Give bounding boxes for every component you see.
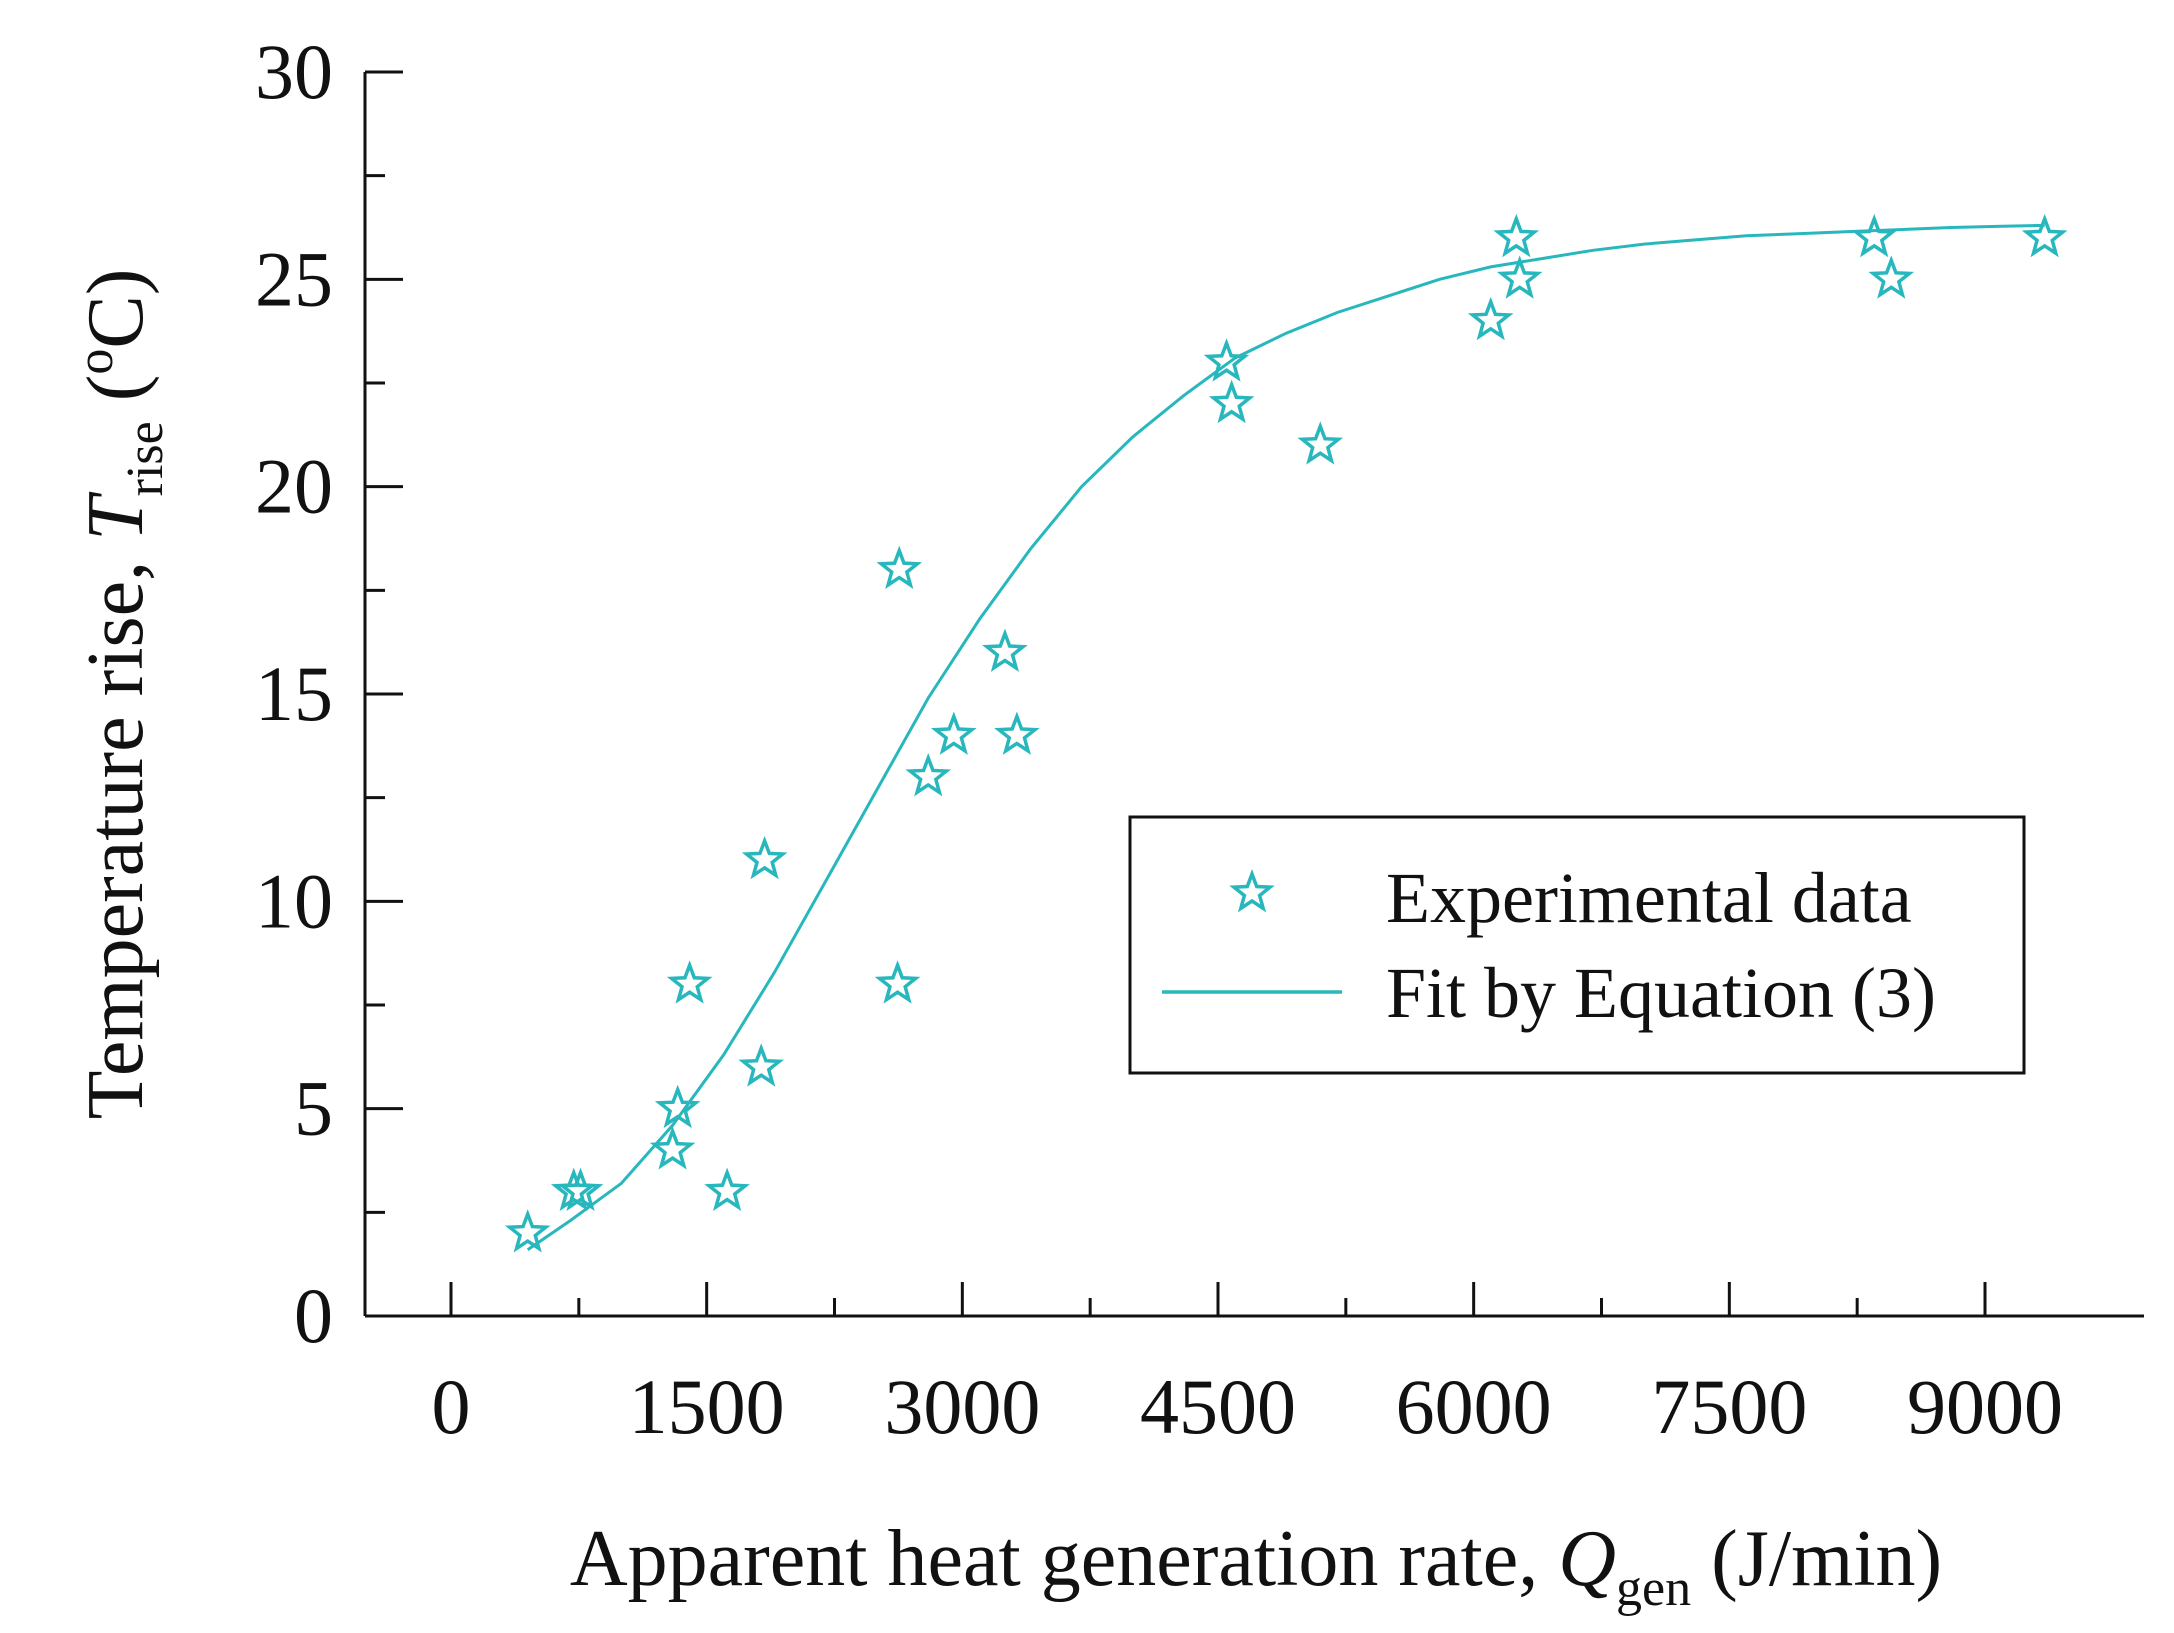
y-tick-label: 5 (294, 1065, 333, 1152)
data-point-star (741, 835, 788, 880)
y-tick-label: 25 (255, 235, 333, 322)
data-point-star (1203, 338, 1250, 382)
x-tick-label: 3000 (884, 1363, 1040, 1450)
data-point-star (874, 960, 921, 1004)
x-axis-title: Apparent heat generation rate, Qgen (J/m… (570, 1515, 1942, 1617)
data-point-star (1208, 379, 1255, 424)
fit-curve (526, 223, 2045, 1251)
data-point-star (704, 1167, 750, 1211)
x-tick-label: 0 (432, 1363, 471, 1450)
y-tick-label: 30 (255, 28, 333, 115)
x-tick-label: 1500 (629, 1363, 785, 1450)
x-tick-label: 9000 (1907, 1363, 2063, 1450)
y-axis-title: Temperature rise, Trise (oC) (67, 269, 174, 1120)
legend-label-fit: Fit by Equation (3) (1386, 953, 1936, 1033)
x-tick-label: 7500 (1651, 1363, 1807, 1450)
data-point-star (905, 752, 952, 797)
data-point-star (649, 1126, 696, 1170)
data-point-star (1868, 255, 1915, 299)
data-point-star (982, 628, 1028, 672)
legend: Experimental data Fit by Equation (3) (1128, 815, 2026, 1075)
x-ticks: 0 1500 3000 4500 6000 7500 9000 (432, 1282, 2063, 1450)
data-point-star (666, 960, 713, 1004)
data-point-star (557, 1167, 604, 1211)
data-point-star (1493, 213, 1540, 258)
y-tick-label: 0 (294, 1272, 333, 1359)
plot-marks (504, 213, 2068, 1253)
data-point-star (1467, 296, 1514, 341)
data-point-star (931, 711, 977, 755)
data-point-star (504, 1209, 551, 1253)
legend-star-marker (1229, 869, 1275, 913)
data-point-star (738, 1043, 785, 1087)
y-tick-label: 15 (255, 650, 333, 737)
y-tick-label: 20 (255, 443, 333, 530)
y-tick-label: 10 (255, 857, 333, 944)
y-ticks: 0 5 10 15 20 25 30 (255, 28, 403, 1359)
data-point-star (1851, 213, 1898, 258)
data-point-star (1297, 421, 1344, 465)
data-point-star (876, 545, 923, 589)
data-point-star (2021, 213, 2068, 258)
data-point-star (1496, 255, 1543, 299)
data-point-star (654, 1084, 701, 1129)
x-tick-label: 4500 (1140, 1363, 1296, 1450)
legend-box (1128, 815, 2026, 1075)
legend-label-experimental: Experimental data (1386, 858, 1912, 938)
data-point-star (994, 711, 1040, 755)
x-tick-label: 6000 (1396, 1363, 1552, 1450)
